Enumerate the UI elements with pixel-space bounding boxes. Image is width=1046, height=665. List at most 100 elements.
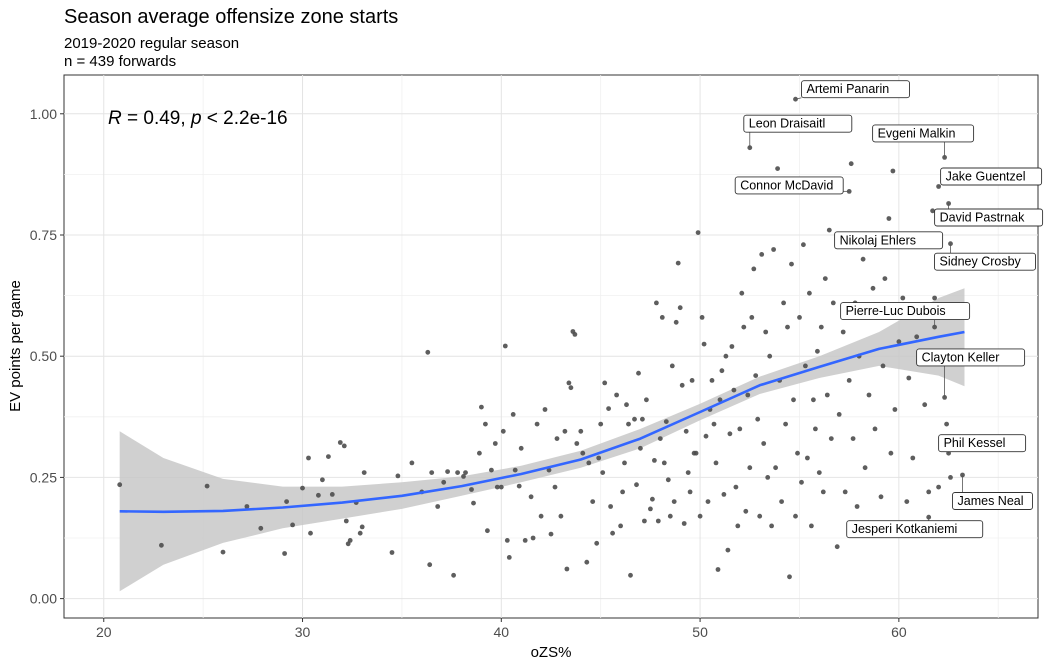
data-point xyxy=(763,329,769,335)
data-point xyxy=(717,397,723,403)
data-point xyxy=(830,300,836,306)
data-point xyxy=(538,513,544,519)
player-label: Phil Kessel xyxy=(944,436,1006,450)
data-point xyxy=(725,547,731,553)
data-point xyxy=(361,470,367,475)
data-point xyxy=(685,470,691,475)
data-point xyxy=(755,416,761,422)
data-point xyxy=(765,475,771,480)
data-point xyxy=(220,549,226,555)
data-point xyxy=(828,436,834,441)
data-point xyxy=(562,428,568,434)
data-point xyxy=(518,445,524,451)
data-point xyxy=(159,542,164,548)
data-point xyxy=(693,450,699,456)
data-point xyxy=(477,450,482,456)
data-point xyxy=(510,412,516,417)
data-point xyxy=(727,431,733,437)
annotation-r-symbol: R xyxy=(108,108,122,129)
data-point xyxy=(596,455,602,461)
data-point xyxy=(343,518,349,524)
data-point xyxy=(753,373,759,378)
player-label-box xyxy=(846,520,984,539)
data-point xyxy=(878,494,884,500)
data-point xyxy=(679,382,685,388)
y-tick-label: 0.75 xyxy=(30,227,57,243)
data-point xyxy=(900,295,906,301)
data-point xyxy=(628,572,633,578)
data-point xyxy=(600,470,606,475)
data-point xyxy=(341,443,347,449)
data-point xyxy=(846,378,852,383)
points-layer xyxy=(117,96,965,580)
data-point xyxy=(673,319,679,325)
data-point xyxy=(471,500,476,506)
data-point xyxy=(910,455,916,461)
data-point xyxy=(306,455,311,461)
data-point xyxy=(479,404,484,410)
data-point xyxy=(759,252,765,257)
data-point xyxy=(357,530,363,536)
data-point xyxy=(703,433,709,439)
data-point xyxy=(890,168,896,174)
data-point xyxy=(258,525,264,531)
chart-title: Season average offensize zone starts xyxy=(64,6,398,28)
data-point xyxy=(815,348,820,354)
player-label: Pierre-Luc Dubois xyxy=(846,304,946,318)
labeled-data-point xyxy=(846,189,852,194)
data-point xyxy=(663,419,669,424)
data-point xyxy=(787,574,792,580)
player-label-box xyxy=(840,302,971,321)
data-point xyxy=(650,496,655,502)
player-label: David Pastrnak xyxy=(940,211,1026,225)
data-point xyxy=(244,504,250,509)
data-point xyxy=(574,441,580,446)
data-point xyxy=(659,315,665,320)
data-point xyxy=(795,450,800,456)
data-point xyxy=(687,489,693,495)
data-point xyxy=(652,458,657,463)
data-point xyxy=(594,540,600,546)
player-label: Nikolaj Ehlers xyxy=(840,233,916,247)
data-point xyxy=(816,470,822,475)
data-point xyxy=(886,216,892,221)
data-point xyxy=(554,436,560,441)
data-point xyxy=(818,324,824,330)
data-point xyxy=(824,392,830,398)
data-point xyxy=(820,489,826,495)
data-point xyxy=(701,341,707,347)
data-point xyxy=(713,460,719,466)
data-point xyxy=(862,465,868,471)
x-axis-ticks: 20 30 40 50 60 xyxy=(96,618,907,640)
data-point xyxy=(451,572,456,578)
player-label-box xyxy=(834,231,944,250)
data-point xyxy=(695,230,701,236)
data-point xyxy=(500,428,506,434)
data-point xyxy=(743,508,749,514)
data-point xyxy=(530,535,536,541)
data-point xyxy=(699,315,705,320)
data-point xyxy=(485,528,490,534)
data-point xyxy=(932,295,937,301)
data-point xyxy=(882,276,888,281)
player-label-box xyxy=(734,176,844,195)
data-point xyxy=(654,300,659,306)
data-point xyxy=(441,479,447,485)
player-label: Artemi Panarin xyxy=(807,82,890,96)
data-point xyxy=(282,551,287,556)
data-point xyxy=(528,494,534,500)
data-point xyxy=(715,567,721,572)
data-point xyxy=(506,555,512,560)
data-point xyxy=(463,470,468,475)
data-point xyxy=(504,538,510,543)
data-point xyxy=(644,397,649,403)
player-label: Connor McDavid xyxy=(740,178,833,192)
data-point xyxy=(578,428,584,434)
data-point xyxy=(848,161,854,167)
data-point xyxy=(749,315,755,320)
data-point xyxy=(683,428,689,434)
data-point xyxy=(568,385,574,391)
player-label: James Neal xyxy=(958,494,1024,508)
data-point xyxy=(329,492,335,497)
player-label-box xyxy=(743,114,853,133)
